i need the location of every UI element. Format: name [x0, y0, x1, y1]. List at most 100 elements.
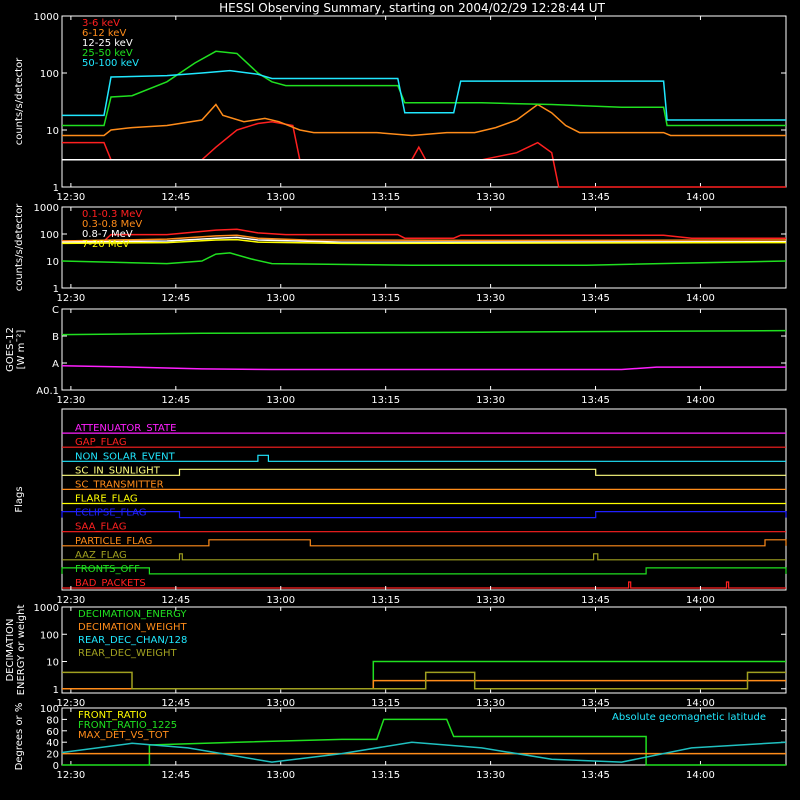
y-tick-label: 10 [46, 126, 59, 137]
flag-label: GAP_FLAG [75, 437, 127, 448]
y-axis-label: [W m¯²] [16, 330, 27, 370]
series-line [61, 252, 787, 266]
x-tick-label: 14:00 [686, 595, 715, 606]
x-tick-label: 12:45 [161, 192, 190, 203]
x-tick-label: 13:30 [476, 192, 505, 203]
legend-entry: 0.8-7 MeV [82, 229, 133, 240]
panel-frame [61, 707, 787, 766]
y-tick-label: B [52, 332, 59, 343]
panels: 12:30 12:45 13:00 13:15 13:30 13:45 14:00 count… [5, 12, 787, 781]
flag-label: BAD_PACKETS [75, 578, 146, 589]
y-tick-label: 1000 [34, 12, 59, 23]
y-tick-label: A [52, 359, 59, 370]
x-tick-label: 13:00 [266, 770, 295, 781]
x-tick-label: 14:00 [686, 395, 715, 406]
legend-entry: 25-50 keV [82, 48, 133, 59]
y-axis-label: counts/s/detector [14, 203, 25, 291]
y-axis-label: Flags [14, 486, 25, 512]
x-tick-label: 12:30 [56, 293, 85, 304]
flag-line [62, 468, 786, 476]
flag-label: NON_SOLAR_EVENT [75, 451, 176, 462]
x-tick-label: 13:30 [476, 395, 505, 406]
x-tick-label: 13:45 [581, 698, 610, 709]
x-tick-label: 14:00 [686, 698, 715, 709]
legend-entry: REAR_DEC_WEIGHT [78, 648, 177, 659]
panel-frame [61, 206, 787, 289]
x-tick-label: 13:30 [476, 698, 505, 709]
panel-frame [61, 308, 787, 391]
y-tick-label: 1 [53, 183, 59, 194]
y-tick-label: 0 [53, 761, 59, 772]
x-tick-label: 13:15 [371, 192, 400, 203]
x-tick-label: 13:15 [371, 698, 400, 709]
y-axis-label: ENERGY or weight [16, 605, 27, 696]
x-tick-label: 14:00 [686, 770, 715, 781]
y-tick-label: 100 [40, 630, 59, 641]
legend-entry: 7-20 MeV [82, 239, 130, 250]
x-tick-label: 13:45 [581, 192, 610, 203]
flag-line [61, 567, 787, 575]
x-tick-label: 13:00 [266, 293, 295, 304]
x-tick-label: 13:30 [476, 770, 505, 781]
series-line [62, 660, 786, 690]
annotation-text: Absolute geomagnetic latitude [612, 712, 766, 723]
y-tick-label: 20 [46, 750, 59, 761]
x-tick-label: 13:15 [371, 293, 400, 304]
legend-entry: 3-6 keV [82, 18, 120, 29]
x-tick-label: 13:00 [266, 698, 295, 709]
y-tick-label: 10 [46, 658, 59, 669]
flag-label: SC_TRANSMITTER [75, 479, 164, 490]
panel-frame [61, 15, 787, 188]
y-axis-label: Degrees or % [14, 703, 25, 771]
legend-entry: 50-100 keV [82, 58, 139, 69]
x-tick-label: 12:30 [56, 595, 85, 606]
x-tick-label: 13:45 [581, 293, 610, 304]
panel-frame [61, 606, 787, 694]
y-tick-label: 60 [46, 727, 59, 738]
flag-line [62, 454, 786, 462]
flag-line [61, 511, 787, 519]
legend-entry: 0.3-0.8 MeV [82, 219, 142, 230]
legend-entry: FRONT_RATIO [78, 710, 147, 721]
x-tick-label: 13:45 [581, 595, 610, 606]
flag-label: ECLIPSE_FLAG [75, 508, 146, 519]
y-axis-label: DECIMATION [5, 618, 16, 681]
flag-label: SAA_FLAG [75, 522, 126, 533]
y-tick-label: 80 [46, 715, 59, 726]
y-tick-label: 1000 [34, 603, 59, 614]
flag-line [62, 539, 787, 547]
x-tick-label: 13:45 [581, 395, 610, 406]
x-tick-label: 13:00 [266, 595, 295, 606]
legend-entry: 6-12 keV [82, 28, 126, 39]
flag-label: FLARE_FLAG [75, 494, 138, 505]
legend-entry: FRONT_RATIO_1225 [78, 720, 177, 731]
flag-label: FRONTS_OFF [75, 564, 140, 575]
legend-entry: MAX_DET_VS_TOT [78, 730, 170, 741]
x-tick-label: 12:45 [161, 293, 190, 304]
y-tick-label: 1 [53, 284, 59, 295]
y-tick-label: 100 [40, 704, 59, 715]
series-line [61, 234, 787, 242]
legend-entry: 0.1-0.3 MeV [82, 209, 142, 220]
series-line [62, 120, 786, 188]
legend-entry: REAR_DEC_CHAN/128 [78, 635, 187, 646]
x-tick-label: 12:45 [161, 770, 190, 781]
y-tick-label: 10 [46, 257, 59, 268]
flag-line [62, 581, 786, 589]
flag-line [62, 553, 786, 561]
series-line [61, 741, 787, 763]
series-line [61, 364, 786, 371]
legend-entry: DECIMATION_WEIGHT [78, 622, 187, 633]
x-tick-label: 13:45 [581, 770, 610, 781]
series-line [62, 50, 786, 127]
panel-frame [61, 408, 787, 591]
x-tick-label: 13:15 [371, 595, 400, 606]
series-line [62, 69, 786, 121]
x-tick-label: 14:00 [686, 293, 715, 304]
y-tick-label: 100 [40, 69, 59, 80]
x-tick-label: 12:30 [56, 698, 85, 709]
flag-label: SC_IN_SUNLIGHT [75, 465, 161, 476]
x-tick-label: 13:00 [266, 395, 295, 406]
y-tick-label: A0.1 [36, 386, 59, 397]
